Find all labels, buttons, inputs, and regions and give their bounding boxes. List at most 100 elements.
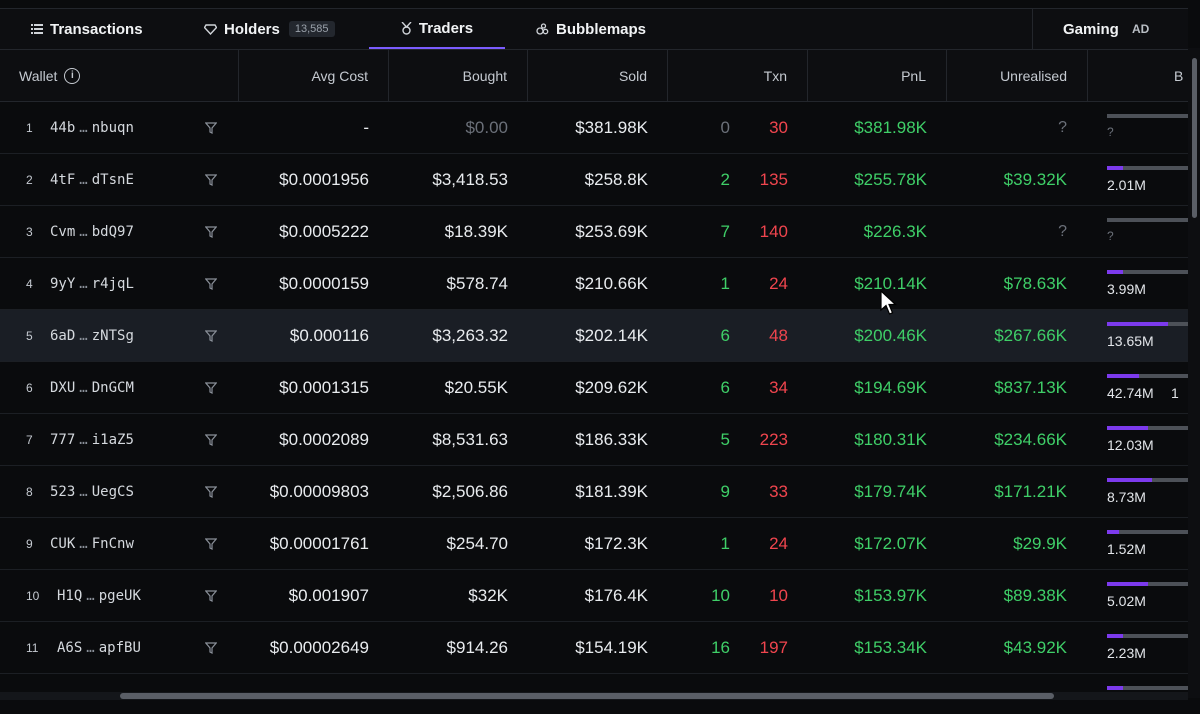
sold-value: $253.69K	[575, 221, 648, 241]
scrollbar-thumb[interactable]	[120, 693, 1054, 699]
wallet-end: FnCnw	[91, 535, 134, 552]
wallet-address[interactable]: A6S… apfBU	[57, 639, 141, 656]
column-header-avg-cost[interactable]: Avg Cost	[239, 50, 389, 101]
filter-icon[interactable]	[205, 154, 217, 205]
filter-icon[interactable]	[205, 674, 217, 692]
balance-bar	[1107, 114, 1188, 118]
balance-value: 8.73M	[1107, 489, 1146, 505]
buys-count: 2	[720, 169, 730, 189]
table-row[interactable]: 6 DXU… DnGCM $0.0001315 $20.55K $209.62K 6 34 $1…	[0, 362, 1188, 414]
wallet-address[interactable]: 9yY… r4jqL	[50, 275, 134, 292]
sold-value: $209.62K	[575, 377, 648, 397]
sells-count: 24	[769, 273, 788, 293]
table-row[interactable]: 7 777… i1aZ5 $0.0002089 $8,531.63 $186.33K 5 22…	[0, 414, 1188, 466]
column-header-sold[interactable]: Sold	[528, 50, 668, 101]
info-icon[interactable]: i	[64, 67, 81, 84]
filter-icon[interactable]	[205, 466, 217, 517]
column-label: B	[1174, 67, 1184, 84]
avg-cost-value: $0.00009803	[269, 481, 369, 501]
unrealised-value: $43.92K	[1003, 637, 1067, 657]
table-row[interactable]: …	[0, 674, 1188, 692]
bought-value: $3,263.32	[432, 325, 508, 345]
column-label: Avg Cost	[311, 67, 368, 84]
table-row[interactable]: 9 CUK… FnCnw $0.00001761 $254.70 $172.3K 1 24 $1…	[0, 518, 1188, 570]
table-row[interactable]: 11 A6S… apfBU $0.00002649 $914.26 $154.19K 16 1…	[0, 622, 1188, 674]
table-row[interactable]: 1 44b… nbuqn - $0.00 $381.98K 0 30 $381.98K??	[0, 102, 1188, 154]
filter-icon[interactable]	[205, 622, 217, 673]
tab-bubblemaps[interactable]: Bubblemaps	[536, 9, 646, 49]
bought-value: $3,418.53	[432, 169, 508, 189]
bought-value: $254.70	[446, 533, 508, 553]
row-rank: 5	[26, 328, 33, 343]
table-row[interactable]: 10 H1Q… pgeUK $0.001907 $32K $176.4K 10 10 $153.…	[0, 570, 1188, 622]
table-row[interactable]: 2 4tF… dTsnE $0.0001956 $3,418.53 $258.8K 2 135…	[0, 154, 1188, 206]
column-label: Wallet	[19, 67, 58, 84]
bought-value: $32K	[468, 585, 508, 605]
buys-count: 1	[720, 533, 730, 553]
column-header-unrealised[interactable]: Unrealised	[947, 50, 1088, 101]
tab-transactions[interactable]: Transactions	[31, 9, 143, 49]
bubbles-icon	[536, 23, 549, 35]
wallet-address[interactable]: 6aD… zNTSg	[50, 327, 134, 344]
scrollbar-thumb[interactable]	[1192, 58, 1197, 218]
pnl-value: $200.46K	[854, 325, 927, 345]
balance-bar	[1107, 270, 1188, 274]
wallet-address[interactable]: 44b… nbuqn	[50, 119, 134, 136]
balance-bar	[1107, 478, 1188, 482]
filter-icon[interactable]	[205, 362, 217, 413]
filter-icon[interactable]	[205, 102, 217, 153]
wallet-start: 44b	[50, 119, 76, 136]
column-label: Bought	[462, 67, 507, 84]
gaming-ad-tab[interactable]: Gaming AD	[1032, 9, 1189, 49]
column-header-bought[interactable]: Bought	[389, 50, 528, 101]
balance-value: 12.03M	[1107, 437, 1154, 453]
tab-traders[interactable]: Traders	[369, 9, 505, 49]
wallet-address[interactable]: …	[50, 674, 66, 693]
wallet-address[interactable]: CUK… FnCnw	[50, 535, 134, 552]
wallet-address[interactable]: 523… UegCS	[50, 483, 134, 500]
balance-bar	[1107, 426, 1188, 430]
bought-value: $914.26	[446, 637, 508, 657]
buys-count: 0	[720, 117, 730, 137]
table-row[interactable]: 4 9yY… r4jqL $0.0000159 $578.74 $210.66K 1 24 $2…	[0, 258, 1188, 310]
wallet-start: 777	[50, 431, 76, 448]
list-icon	[31, 24, 43, 34]
column-label: PnL	[901, 67, 926, 84]
column-header-txn[interactable]: Txn	[668, 50, 808, 101]
buys-count: 6	[720, 377, 730, 397]
filter-icon[interactable]	[205, 570, 217, 621]
filter-icon[interactable]	[205, 518, 217, 569]
tab-holders[interactable]: Holders 13,585	[204, 9, 335, 49]
wallet-end: bdQ97	[91, 223, 134, 240]
table-row[interactable]: 3 Cvm… bdQ97 $0.0005222 $18.39K $253.69K 7 140 $…	[0, 206, 1188, 258]
wallet-address[interactable]: Cvm… bdQ97	[50, 223, 134, 240]
avg-cost-value: $0.0005222	[279, 221, 369, 241]
sells-count: 48	[769, 325, 788, 345]
buys-count: 1	[720, 273, 730, 293]
column-header-balance[interactable]: B	[1088, 50, 1188, 101]
column-header-pnl[interactable]: PnL	[808, 50, 947, 101]
vertical-scrollbar[interactable]	[1188, 48, 1200, 698]
wallet-address[interactable]: 4tF… dTsnE	[50, 171, 134, 188]
wallet-end: pgeUK	[98, 587, 141, 604]
table-row[interactable]: 8 523… UegCS $0.00009803 $2,506.86 $181.39K 9 3…	[0, 466, 1188, 518]
wallet-address[interactable]: H1Q… pgeUK	[57, 587, 141, 604]
balance-bar-fill	[1107, 270, 1124, 274]
horizontal-scrollbar[interactable]	[0, 692, 1188, 700]
wallet-address[interactable]: 777… i1aZ5	[50, 431, 134, 448]
filter-icon[interactable]	[205, 258, 217, 309]
sells-count: 135	[759, 169, 788, 189]
bought-value	[389, 674, 508, 692]
filter-icon[interactable]	[205, 310, 217, 361]
balance-bar-fill	[1107, 166, 1124, 170]
sold-value: $181.39K	[575, 481, 648, 501]
avg-cost-value: $0.0001956	[279, 169, 369, 189]
filter-icon[interactable]	[205, 206, 217, 257]
buys-count: 10	[711, 585, 730, 605]
wallet-end: zNTSg	[91, 327, 134, 344]
table-row[interactable]: 5 6aD… zNTSg $0.000116 $3,263.32 $202.14K 6 48 $…	[0, 310, 1188, 362]
wallet-address[interactable]: DXU… DnGCM	[50, 379, 134, 396]
column-header-wallet[interactable]: Wallet i	[0, 50, 239, 101]
sold-value: $172.3K	[584, 533, 648, 553]
filter-icon[interactable]	[205, 414, 217, 465]
